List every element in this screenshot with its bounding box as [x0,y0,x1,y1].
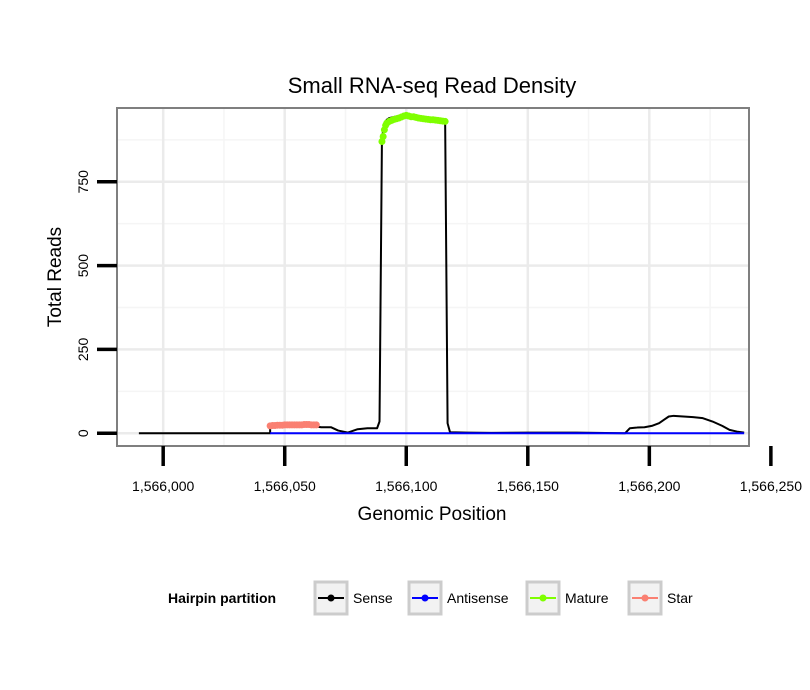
x-tick-label: 1,566,050 [254,478,316,494]
y-tick-label: 750 [75,170,91,194]
y-tick-label: 0 [75,429,91,437]
x-tick-label: 1,566,150 [497,478,559,494]
x-tick-label: 1,566,200 [618,478,680,494]
legend-label-sense: Sense [353,590,393,606]
x-tick-label: 1,566,000 [132,478,194,494]
plot-border [116,107,750,447]
legend-key-mature: Mature [525,580,609,616]
mature-data-point [379,133,387,141]
series-layer [138,111,745,435]
legend-label-antisense: Antisense [447,590,509,606]
plot-panel [116,107,750,447]
y-tick-label: 250 [75,338,91,362]
series-mature [378,111,449,146]
mature-data-point [441,117,449,125]
star-data-point [312,421,320,429]
x-axis-title: Genomic Position [358,504,507,525]
legend-key-star: Star [627,580,693,616]
sense-series-line [138,114,745,435]
legend: Hairpin partition Sense Antisense Mature St… [168,580,693,616]
series-sense [138,114,745,435]
antisense-legend-point [421,594,429,602]
plot-background [117,108,749,446]
legend-key-antisense: Antisense [407,580,509,616]
legend-key-sense: Sense [313,580,393,616]
legend-label-star: Star [667,590,693,606]
legend-title: Hairpin partition [168,590,276,606]
grid-lines [117,108,749,446]
sense-legend-point [327,594,335,602]
series-star [266,421,320,430]
x-axis: 1,566,000 1,566,050 1,566,100 1,566,150 1,56… [132,446,802,494]
legend-label-mature: Mature [565,590,609,606]
chart-title: Small RNA-seq Read Density [288,73,577,98]
star-legend-point [641,594,649,602]
y-tick-label: 500 [75,254,91,278]
y-axis-title: Total Reads [45,227,66,327]
x-tick-label: 1,566,250 [740,478,802,494]
mature-legend-point [539,594,547,602]
y-axis: 0 250 500 750 [75,170,117,437]
x-tick-label: 1,566,100 [375,478,437,494]
